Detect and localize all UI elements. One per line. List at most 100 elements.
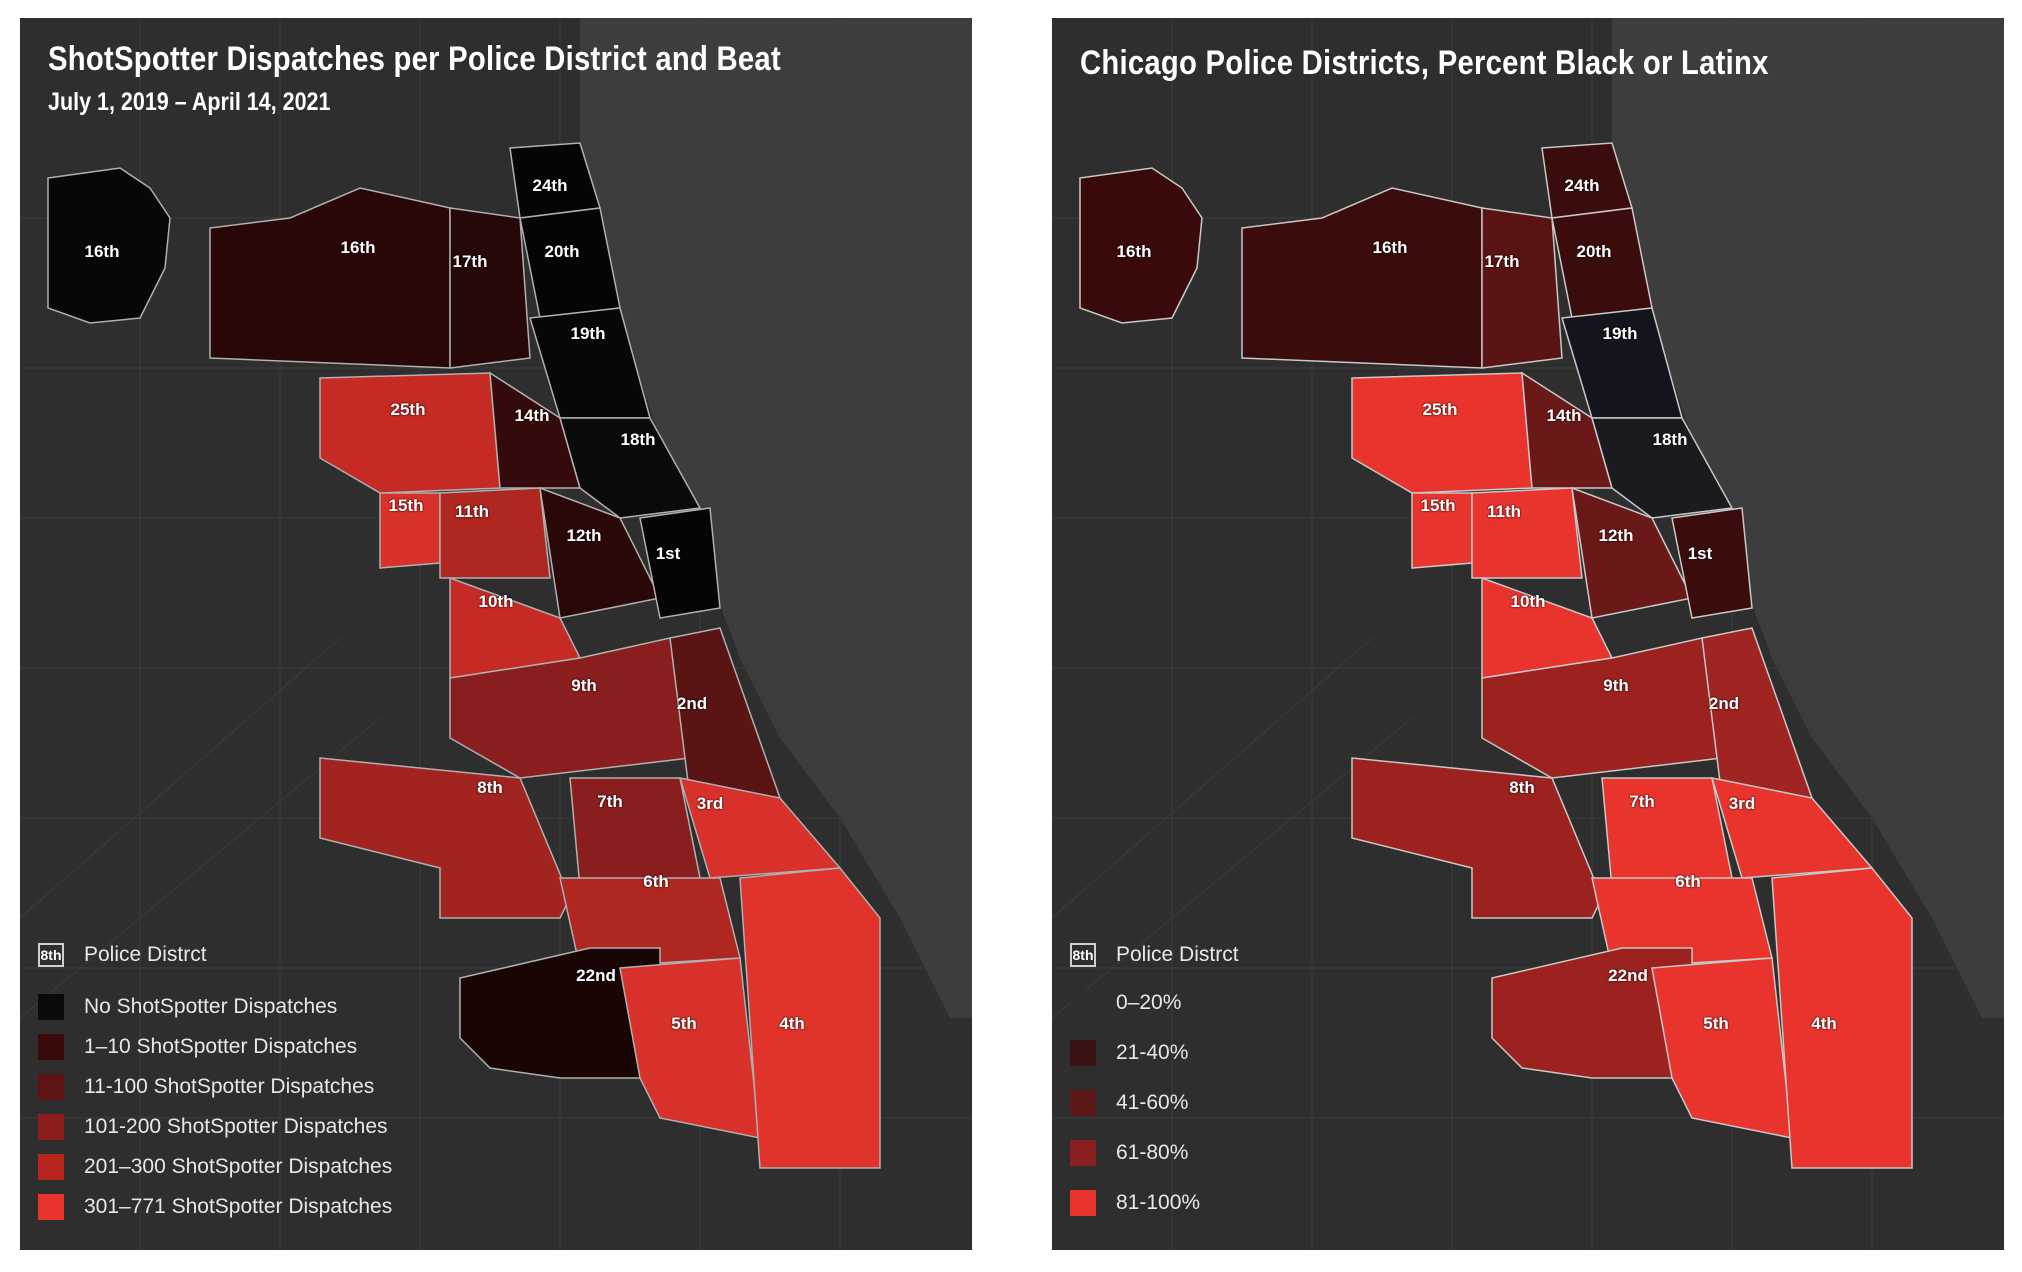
district-label: 25th	[390, 400, 426, 419]
district-label: 20th	[544, 242, 580, 261]
legend-swatch	[38, 1154, 64, 1180]
district-label: 4th	[1811, 1014, 1837, 1033]
district-label: 14th	[514, 406, 550, 425]
legend-swatch	[1070, 990, 1096, 1016]
shotspotter-map-panel: ShotSpotter Dispatches per Police Distri…	[20, 18, 972, 1250]
district-11	[439, 487, 551, 579]
legend-label: 301–771 ShotSpotter Dispatches	[84, 1195, 393, 1218]
district-7	[569, 777, 701, 889]
district-18	[559, 417, 702, 519]
legend-item: 21-40%	[1070, 1038, 1188, 1068]
legend-label: 11-100 ShotSpotter Dispatches	[84, 1075, 375, 1098]
map-title: ShotSpotter Dispatches per Police Distri…	[48, 40, 781, 78]
legend-label: 201–300 ShotSpotter Dispatches	[84, 1155, 393, 1178]
legend-swatch	[1070, 1140, 1096, 1166]
legend-label: 41-60%	[1116, 1091, 1189, 1114]
district-label: 22nd	[1608, 966, 1648, 985]
district-label: 6th	[643, 872, 669, 891]
district-label: 7th	[1629, 792, 1655, 811]
district-label: 19th	[1602, 324, 1638, 343]
district-4	[739, 867, 881, 1169]
legend-label: No ShotSpotter Dispatches	[84, 995, 338, 1018]
district-25	[319, 372, 501, 494]
districts	[1079, 142, 1913, 1169]
district-18	[1591, 417, 1734, 519]
district-label: 8th	[477, 778, 503, 797]
district-label: 6th	[1675, 872, 1701, 891]
district-label: 12th	[566, 526, 602, 545]
district-label: 8th	[1509, 778, 1535, 797]
legend-swatch	[38, 1034, 64, 1060]
legend-item: 301–771 ShotSpotter Dispatches	[38, 1192, 392, 1222]
district-8	[319, 757, 571, 919]
legend-district-key: 8th Police Distrct	[1070, 940, 1239, 970]
district-label: 3rd	[696, 794, 724, 813]
district-label: 16th	[340, 238, 376, 257]
district-label: 7th	[597, 792, 623, 811]
legend-swatch	[1070, 1190, 1096, 1216]
legend-item: 81-100%	[1070, 1188, 1200, 1218]
district-17	[1481, 207, 1563, 369]
legend-label: Police Distrct	[84, 943, 207, 966]
district-label: 5th	[671, 1014, 697, 1033]
legend-swatch	[1070, 1090, 1096, 1116]
legend-item: 41-60%	[1070, 1088, 1188, 1118]
district-16-ohare	[1079, 167, 1203, 324]
district-16-ohare	[47, 167, 171, 324]
demographics-map-panel: Chicago Police Districts, Percent Black …	[1052, 18, 2004, 1250]
district-16	[209, 187, 451, 369]
legend-item: 0–20%	[1070, 988, 1181, 1018]
district-label: 9th	[1603, 676, 1629, 695]
district-label: 15th	[1420, 496, 1456, 515]
district-label: 16th	[1372, 238, 1408, 257]
district-label: 12th	[1598, 526, 1634, 545]
district-5	[619, 957, 761, 1139]
district-label: 16th	[1116, 242, 1152, 261]
legend-item: 11-100 ShotSpotter Dispatches	[38, 1072, 374, 1102]
district-label: 24th	[532, 176, 568, 195]
district-17	[449, 207, 531, 369]
legend-item: 201–300 ShotSpotter Dispatches	[38, 1152, 392, 1182]
legend-label: 21-40%	[1116, 1041, 1189, 1064]
districts	[47, 142, 881, 1169]
district-label: 22nd	[576, 966, 616, 985]
district-label: 11th	[1486, 502, 1522, 521]
district-25	[1351, 372, 1533, 494]
district-label: 2nd	[1708, 694, 1740, 713]
district-label: 10th	[478, 592, 514, 611]
legend-label: 1–10 ShotSpotter Dispatches	[84, 1035, 358, 1058]
district-22	[459, 947, 661, 1079]
legend-label: 81-100%	[1116, 1191, 1201, 1214]
district-label: 24th	[1564, 176, 1600, 195]
district-label: 15th	[388, 496, 424, 515]
map-subtitle: July 1, 2019 – April 14, 2021	[48, 88, 331, 116]
legend-swatch	[38, 1114, 64, 1140]
district-key-sample: 8th	[38, 943, 64, 967]
district-label: 18th	[620, 430, 656, 449]
district-label: 2nd	[676, 694, 708, 713]
legend-item: 101-200 ShotSpotter Dispatches	[38, 1112, 388, 1142]
legend-swatch	[1070, 1040, 1096, 1066]
legend-district-key: 8th Police Distrct	[38, 940, 207, 970]
legend-item: 61-80%	[1070, 1138, 1188, 1168]
shotspotter-map	[20, 18, 972, 1250]
district-label: 17th	[452, 252, 488, 271]
district-label: 14th	[1546, 406, 1582, 425]
district-1	[1671, 507, 1753, 619]
district-label: 3rd	[1728, 794, 1756, 813]
legend-item: No ShotSpotter Dispatches	[38, 992, 337, 1022]
district-16	[1241, 187, 1483, 369]
legend-swatch	[38, 1194, 64, 1220]
legend-swatch	[38, 994, 64, 1020]
district-label: 11th	[454, 502, 490, 521]
legend-label: 0–20%	[1116, 991, 1182, 1014]
district-8	[1351, 757, 1603, 919]
district-1	[639, 507, 721, 619]
district-label: 19th	[570, 324, 606, 343]
legend-label: Police Distrct	[1116, 943, 1239, 966]
district-label: 16th	[84, 242, 120, 261]
legend-label: 101-200 ShotSpotter Dispatches	[84, 1115, 388, 1138]
district-7	[1601, 777, 1733, 889]
district-label: 5th	[1703, 1014, 1729, 1033]
district-key-sample: 8th	[1070, 943, 1096, 967]
